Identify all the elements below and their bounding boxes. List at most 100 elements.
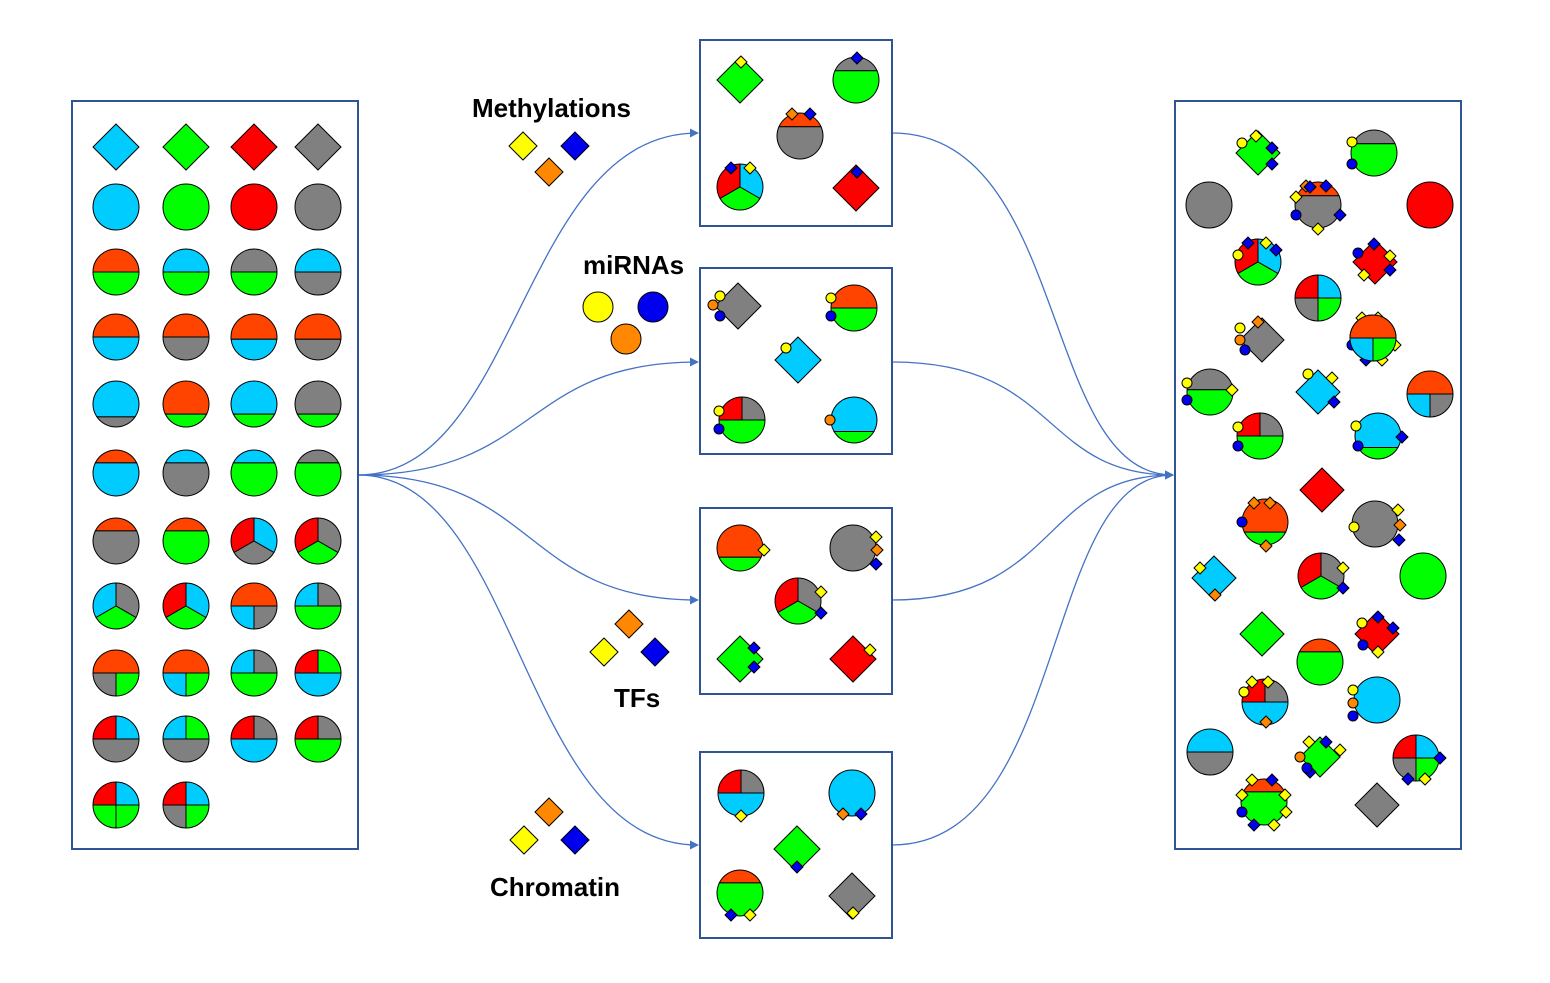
cell-bottom-part — [1350, 143, 1398, 177]
cell-bottom-part — [230, 738, 278, 763]
palette-cell — [294, 313, 342, 361]
cell-bottom-part — [162, 336, 210, 361]
cell-top-part — [164, 517, 208, 532]
cell-circle — [1236, 412, 1284, 460]
cell-circle — [1399, 552, 1447, 600]
mark-diamond — [850, 51, 864, 65]
pie-sector — [1237, 261, 1279, 286]
orange-diamond-icon — [534, 797, 564, 827]
mark-dot — [1294, 751, 1306, 763]
left-palette-panel — [71, 100, 359, 850]
cell-top-right — [253, 649, 278, 674]
cell-circle — [1350, 129, 1398, 177]
palette-diamond — [162, 123, 210, 171]
cell-top-left — [230, 649, 255, 674]
cell-bottom-part — [1186, 751, 1234, 776]
pie-sector — [162, 781, 187, 806]
cell-top-part — [1406, 370, 1454, 395]
cell-body — [162, 183, 210, 231]
mark-diamond — [1225, 383, 1239, 397]
connector-from-methylation — [891, 132, 1174, 480]
mark-dot — [1352, 247, 1364, 259]
cell-bottom-part — [92, 462, 140, 497]
cell-circle — [1349, 314, 1397, 362]
diamond-shape — [828, 872, 876, 920]
mark-diamond — [747, 641, 761, 655]
yellow-diamond-icon — [589, 637, 619, 667]
mark-dot — [707, 299, 719, 311]
cell-top-right — [740, 769, 765, 794]
mark-dot — [825, 292, 837, 304]
cell-shapes — [92, 51, 1454, 922]
mark-diamond — [1259, 715, 1273, 729]
palette-cell — [162, 715, 210, 763]
mark-diamond — [1392, 533, 1406, 547]
mark-diamond — [1265, 773, 1279, 787]
palette-cell — [294, 449, 342, 497]
mark-dot — [1239, 344, 1251, 356]
cell-bottom-part — [718, 556, 762, 572]
diamond-shape — [716, 56, 764, 104]
cell-circle — [1392, 734, 1440, 782]
pie-sector — [92, 804, 117, 829]
palette-cell — [92, 449, 140, 497]
mark-dot — [1290, 209, 1302, 221]
chromatin-panel — [699, 751, 893, 939]
cell-top-part — [94, 449, 138, 464]
mark-diamond — [734, 55, 748, 69]
mark-diamond — [1265, 157, 1279, 171]
palette-cell — [294, 248, 342, 296]
cell-top-part — [294, 380, 342, 415]
diamond-shape — [1239, 317, 1285, 363]
palette-cell — [294, 649, 342, 697]
cell-bottom-right — [253, 605, 278, 630]
mark-diamond — [1279, 805, 1293, 819]
palette-cell — [230, 380, 278, 428]
cell-top-right — [741, 396, 766, 421]
cell-bottom-left — [1349, 337, 1374, 362]
blue-circle-icon — [637, 291, 669, 323]
cell-top-part — [230, 582, 278, 607]
mark-diamond — [1433, 751, 1447, 765]
cell-top-left — [718, 396, 743, 421]
pie-sector — [777, 600, 819, 625]
mark-diamond — [1278, 788, 1292, 802]
mark-diamond — [757, 543, 771, 557]
palette-cell — [92, 781, 140, 829]
mark-diamond — [1367, 237, 1381, 251]
blue-diamond-icon — [640, 637, 670, 667]
mark-diamond — [1401, 772, 1415, 786]
cell-top-left — [294, 649, 319, 674]
cell-body — [829, 524, 877, 572]
mark-diamond — [785, 107, 799, 121]
mirna-panel — [699, 267, 893, 455]
pie-sector — [162, 804, 187, 829]
cell-top-right — [317, 649, 342, 674]
pie-sector — [92, 781, 117, 806]
cell-bottom-part — [1296, 651, 1344, 686]
tfs-label: TFs — [614, 683, 660, 713]
mark-dot — [1236, 516, 1248, 528]
mark-dot — [824, 414, 836, 426]
mark-dot — [1302, 368, 1314, 380]
mark-dot — [1356, 617, 1368, 629]
cell-circle — [1297, 552, 1345, 600]
orange-diamond-icon — [534, 157, 564, 187]
cell-top-part — [294, 248, 342, 273]
mark-diamond — [854, 807, 868, 821]
diamond-shape — [1239, 611, 1285, 657]
cell-top-part — [94, 517, 138, 532]
cell-body — [92, 183, 140, 231]
mark-diamond — [743, 908, 757, 922]
mark-dot — [1181, 394, 1193, 406]
cell-circle — [1406, 181, 1454, 229]
palette-cell — [92, 183, 140, 231]
cell-body — [1399, 552, 1447, 600]
palette-diamond — [294, 123, 342, 171]
palette-cell — [162, 449, 210, 497]
cell-bottom-left — [230, 605, 255, 630]
cell-top-left — [1236, 412, 1261, 437]
mark-diamond — [870, 543, 884, 557]
cell-top-part — [162, 380, 210, 415]
pie-sector — [165, 605, 207, 630]
